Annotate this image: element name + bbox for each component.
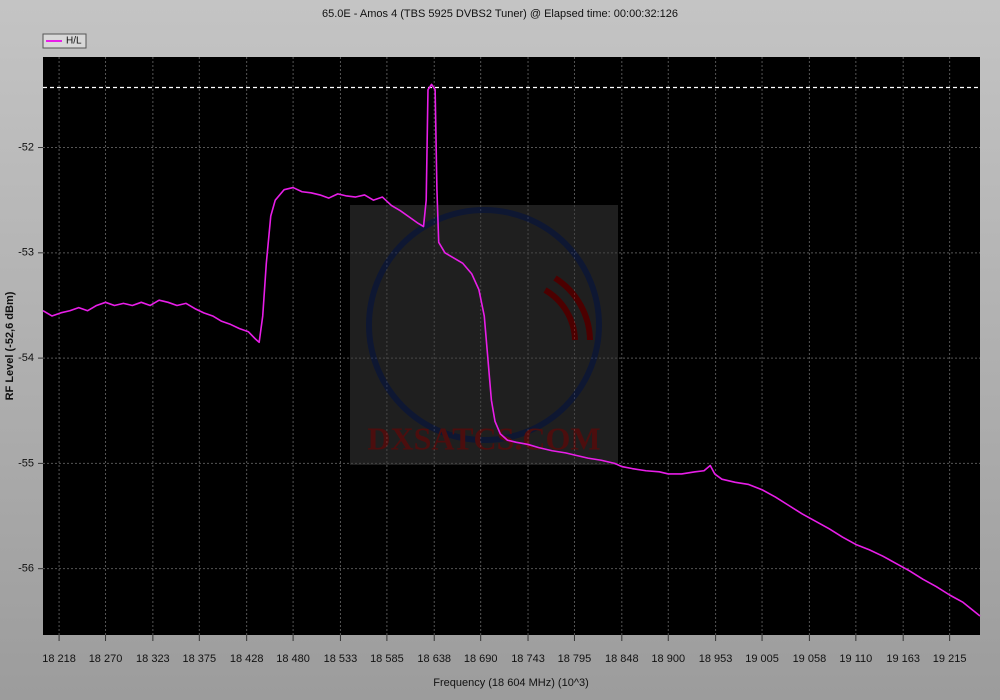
legend-label: H/L (66, 36, 82, 47)
x-tick-label: 18 900 (651, 653, 685, 665)
watermark-text: DXSATCS.COM (367, 420, 600, 456)
x-tick-label: 19 163 (886, 653, 920, 665)
y-tick-label: -55 (18, 457, 34, 469)
x-tick-label: 18 428 (230, 653, 264, 665)
x-tick-label: 18 795 (558, 653, 592, 665)
grid (43, 57, 980, 635)
legend-box (42, 33, 87, 49)
x-axis-label: Frequency (18 604 MHz) (10^3) (433, 677, 589, 689)
y-tick-label: -56 (18, 563, 34, 575)
x-tick-label: 18 690 (464, 653, 498, 665)
x-tick-label: 18 953 (699, 653, 733, 665)
x-tick-label: 18 585 (370, 653, 404, 665)
marks (42, 83, 981, 617)
x-tick-label: 19 215 (933, 653, 967, 665)
x-tick-label: 18 848 (605, 653, 639, 665)
x-tick-label: 19 058 (793, 653, 827, 665)
spectrum-line (42, 83, 981, 617)
x-tick-label: 18 533 (324, 653, 358, 665)
chart-title: 65.0E - Amos 4 (TBS 5925 DVBS2 Tuner) @ … (322, 8, 678, 20)
x-tick-label: 18 480 (276, 653, 310, 665)
x-tick-label: 18 323 (136, 653, 170, 665)
x-tick-label: 18 218 (42, 653, 76, 665)
y-tick-label: -54 (18, 352, 34, 364)
x-tick-label: 19 110 (839, 653, 872, 665)
watermark-logo: DXSATCS.COM (350, 205, 618, 465)
watermark-ring (366, 207, 602, 443)
x-tick-label: 18 375 (182, 653, 216, 665)
y-tick-label: -53 (18, 247, 34, 259)
x-tick-label: 19 005 (745, 653, 779, 665)
y-tick-label: -52 (18, 141, 34, 153)
watermark-signal (553, 275, 593, 341)
y-axis-label: RF Level (-52,6 dBm) (4, 291, 16, 400)
x-tick-label: 18 743 (511, 653, 545, 665)
legend: H/L (42, 33, 87, 49)
x-tick-label: 18 270 (89, 653, 123, 665)
watermark-signal (543, 287, 578, 341)
x-tick-label: 18 638 (417, 653, 451, 665)
